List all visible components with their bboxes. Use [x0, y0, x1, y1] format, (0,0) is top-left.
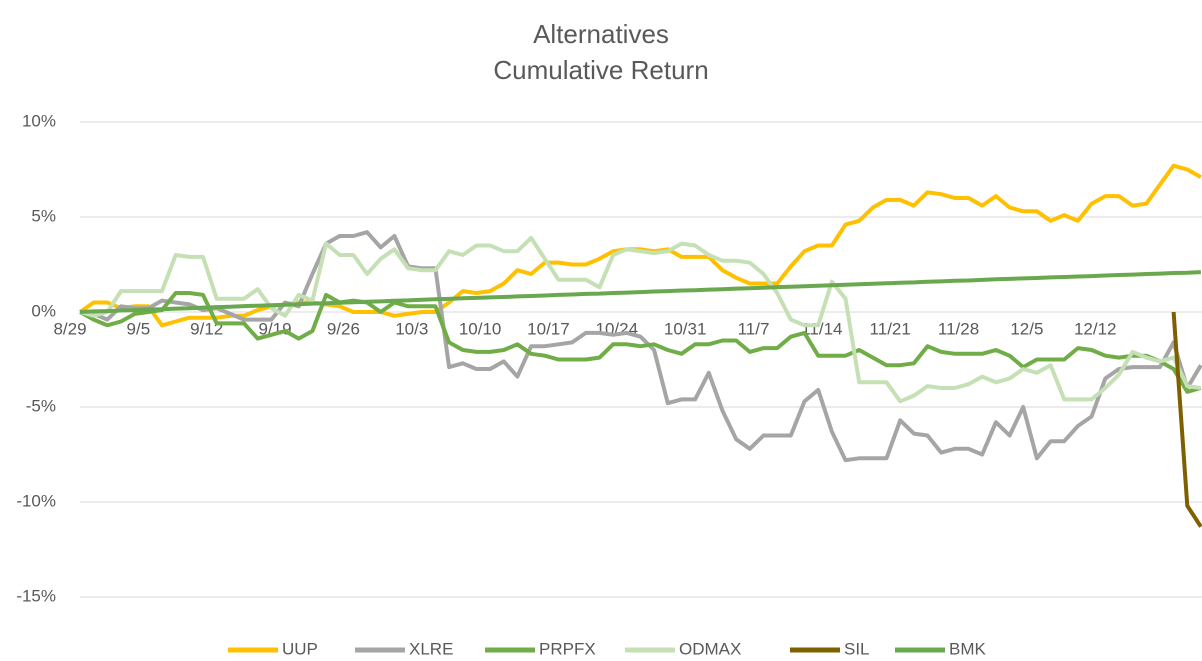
legend-label: PRPFX [539, 639, 596, 658]
legend-label: SIL [844, 639, 870, 658]
series-line [1171, 311, 1202, 528]
y-tick-label: -5% [26, 396, 56, 415]
x-tick-label: 10/3 [395, 319, 428, 338]
x-tick-label: 10/31 [664, 319, 707, 338]
x-tick-label: 11/28 [938, 319, 979, 338]
x-tick-label: 10/17 [527, 319, 570, 338]
series-line [79, 270, 1201, 314]
chart-title: Alternatives [533, 19, 669, 49]
chart-subtitle: Cumulative Return [493, 55, 708, 85]
series-line [79, 235, 1202, 404]
legend-label: BMK [949, 639, 987, 658]
legend-label: XLRE [409, 639, 453, 658]
y-tick-label: -10% [16, 491, 56, 510]
series-line [79, 291, 1202, 394]
x-tick-label: 11/7 [738, 319, 770, 338]
y-tick-label: 0% [31, 301, 56, 320]
x-tick-label: 12/12 [1074, 319, 1117, 338]
series-line [79, 230, 1202, 463]
series-line [78, 163, 1202, 328]
x-tick-label: 9/5 [127, 319, 151, 338]
x-tick-label: 11/21 [870, 319, 911, 338]
x-tick-label: 9/19 [259, 319, 292, 338]
legend-label: UUP [282, 639, 318, 658]
y-tick-label: -15% [16, 586, 56, 605]
x-tick-label: 10/10 [459, 319, 502, 338]
y-tick-label: 5% [31, 206, 56, 225]
legend-label: ODMAX [679, 639, 741, 658]
x-tick-label: 12/5 [1010, 319, 1043, 338]
x-tick-label: 8/29 [53, 319, 86, 338]
x-tick-label: 9/26 [327, 319, 360, 338]
y-tick-label: 10% [22, 111, 56, 130]
